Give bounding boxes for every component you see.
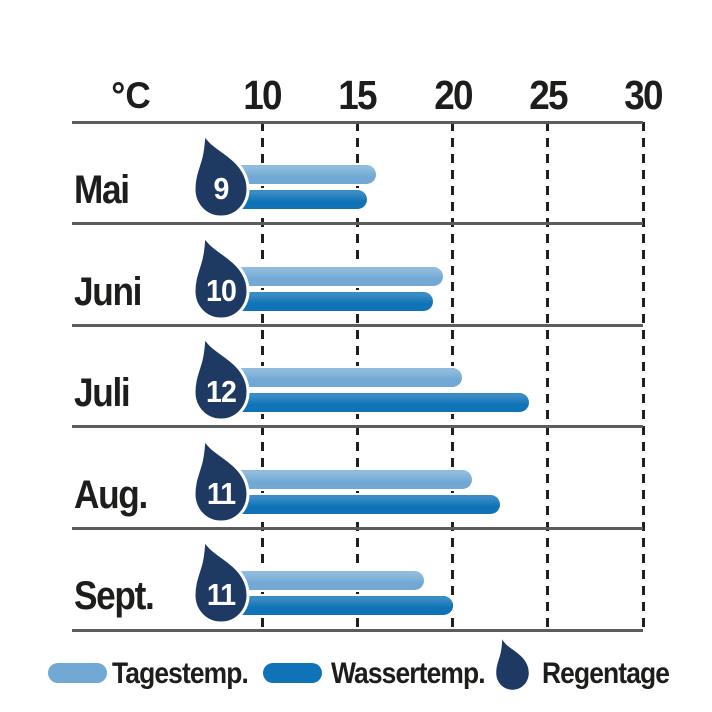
- rain-days-value: 10: [206, 272, 237, 308]
- rain-days-badge: 11: [190, 533, 252, 625]
- legend-label: Regentage: [542, 657, 670, 690]
- rain-days-value: 9: [213, 171, 230, 206]
- gridline-dashed: [546, 122, 550, 630]
- day-temp-bar: [222, 571, 424, 591]
- rain-days-badge: 9: [190, 127, 252, 219]
- rain-drop-icon: [192, 533, 250, 625]
- axis-tick-label: 30: [624, 72, 663, 118]
- axis-tick-label: 15: [338, 72, 378, 118]
- legend-swatch-day-temp: [48, 663, 107, 683]
- rain-days-value: 11: [206, 475, 236, 511]
- rain-days-badge: 12: [190, 330, 252, 422]
- rain-drop-icon: [192, 127, 250, 219]
- row-separator-line: [72, 628, 643, 632]
- gridline-dashed: [641, 122, 645, 630]
- water-temp-bar: [222, 291, 434, 311]
- month-label: Mai: [74, 168, 130, 212]
- rain-days-value: 12: [206, 374, 237, 410]
- axis-tick-label: 25: [529, 72, 568, 118]
- water-temp-bar: [222, 393, 529, 413]
- water-temp-bar: [222, 190, 367, 209]
- month-label: Aug.: [74, 472, 148, 517]
- axis-tick-label: 10: [243, 72, 282, 118]
- rain-days-badge: 11: [190, 432, 252, 524]
- day-temp-bar: [222, 368, 463, 388]
- rain-drop-icon: [496, 639, 529, 690]
- water-temp-bar: [222, 494, 501, 514]
- legend-swatch-water-temp: [263, 663, 322, 683]
- legend-rain-drop: [494, 638, 531, 691]
- legend-label: Tagestemp.: [112, 657, 249, 690]
- legend-label: Wassertemp.: [331, 657, 486, 690]
- row-separator-line: [72, 222, 643, 226]
- rain-drop-icon: [192, 432, 250, 524]
- row-separator-line: [72, 425, 643, 429]
- water-temp-bar: [222, 596, 453, 616]
- row-separator-line: [72, 323, 643, 327]
- axis-tick-label: 20: [433, 72, 473, 118]
- rain-days-badge: 10: [190, 228, 252, 321]
- rain-drop-icon: [192, 330, 250, 422]
- row-separator-line: [72, 120, 643, 124]
- month-label: Juli: [74, 371, 131, 416]
- rain-drop-icon: [192, 228, 250, 321]
- day-temp-bar: [222, 266, 443, 286]
- rain-days-value: 11: [206, 577, 236, 613]
- row-separator-line: [72, 526, 643, 530]
- day-temp-bar: [222, 165, 377, 184]
- month-label: Juni: [74, 269, 142, 314]
- day-temp-bar: [222, 469, 472, 489]
- axis-unit-label: °C: [111, 75, 151, 116]
- month-label: Sept.: [74, 574, 155, 619]
